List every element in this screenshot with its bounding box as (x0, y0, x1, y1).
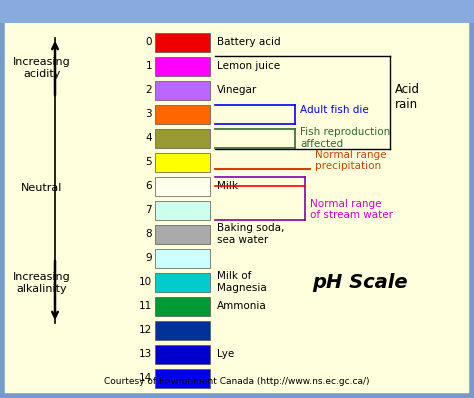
Text: 0: 0 (146, 37, 152, 47)
Bar (155, 320, 210, 339)
Text: Milk: Milk (217, 181, 238, 191)
Text: 12: 12 (139, 325, 152, 335)
Text: 14: 14 (139, 373, 152, 383)
Text: 13: 13 (139, 349, 152, 359)
Bar (155, 80, 210, 100)
Text: Lye: Lye (217, 349, 234, 359)
Text: Acid
rain: Acid rain (395, 83, 420, 111)
Text: Lemon juice: Lemon juice (217, 61, 280, 71)
Text: Normal range
precipitation: Normal range precipitation (315, 150, 386, 171)
Bar (155, 201, 210, 220)
Text: 6: 6 (146, 181, 152, 191)
Bar (155, 345, 210, 363)
Bar (0, 0, 474, 23)
Text: Ammonia: Ammonia (217, 301, 267, 311)
Bar (155, 152, 210, 172)
Text: Fish reproduction
affected: Fish reproduction affected (300, 127, 390, 149)
Text: 11: 11 (139, 301, 152, 311)
Text: 9: 9 (146, 253, 152, 263)
Bar (155, 297, 210, 316)
Text: 2: 2 (146, 85, 152, 95)
Bar (155, 129, 210, 148)
Bar (155, 57, 210, 76)
Bar (155, 248, 210, 267)
Bar (155, 176, 210, 195)
Bar (155, 224, 210, 244)
Text: 10: 10 (139, 277, 152, 287)
Text: Adult fish die: Adult fish die (300, 105, 369, 115)
Text: Neutral: Neutral (21, 183, 63, 193)
Text: Normal range
of stream water: Normal range of stream water (310, 199, 393, 220)
Text: Courtesy of Environment Canada (http://www.ns.ec.gc.ca/): Courtesy of Environment Canada (http://w… (104, 377, 370, 386)
Text: Increasing
acidity: Increasing acidity (13, 57, 71, 79)
Text: 7: 7 (146, 205, 152, 215)
Text: Milk of
Magnesia: Milk of Magnesia (217, 271, 267, 293)
Text: Baking soda,
sea water: Baking soda, sea water (217, 223, 284, 245)
Text: Vinegar: Vinegar (217, 85, 257, 95)
Text: 5: 5 (146, 157, 152, 167)
Text: 3: 3 (146, 109, 152, 119)
Text: pH Scale: pH Scale (312, 273, 408, 293)
Text: Battery acid: Battery acid (217, 37, 281, 47)
Bar (155, 369, 210, 388)
Text: 4: 4 (146, 133, 152, 143)
Text: Increasing
alkalinity: Increasing alkalinity (13, 272, 71, 294)
Bar (155, 105, 210, 123)
Text: 8: 8 (146, 229, 152, 239)
Bar (155, 273, 210, 291)
Bar (155, 33, 210, 51)
Text: 1: 1 (146, 61, 152, 71)
